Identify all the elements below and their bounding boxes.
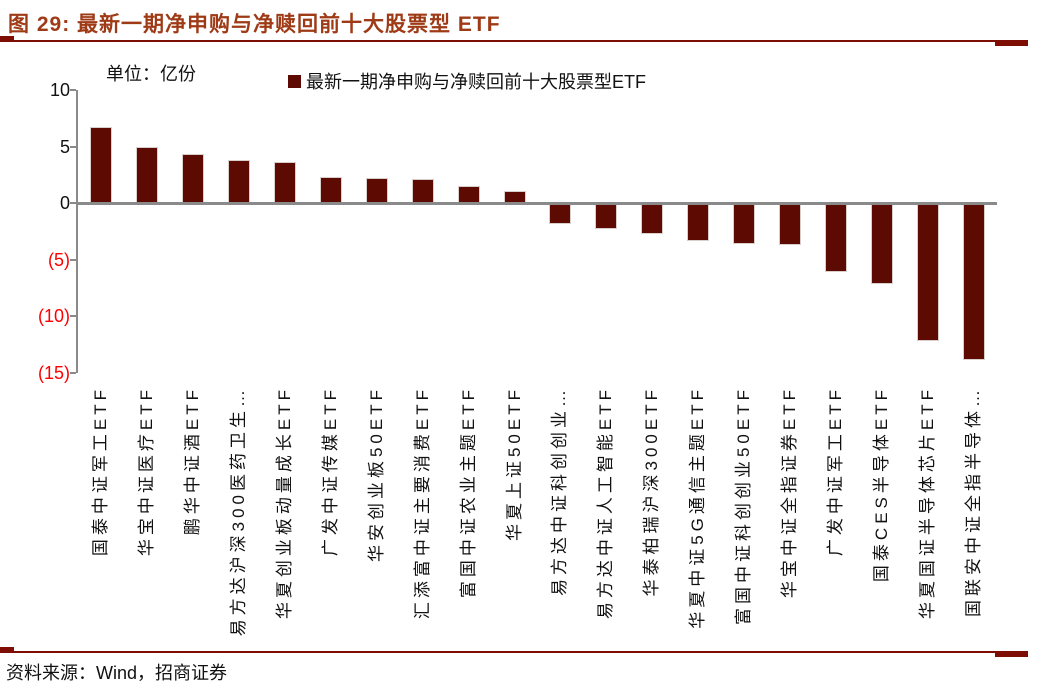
x-axis-label: 广发中证传媒ETF: [320, 386, 340, 557]
bar: [411, 179, 434, 203]
y-tick-mark: [70, 315, 76, 317]
source-note: 资料来源：Wind，招商证券: [6, 663, 228, 683]
y-tick-label: 10: [49, 80, 70, 100]
x-axis-label: 华宝中证医疗ETF: [136, 386, 156, 557]
x-axis-label: 华夏国证半导体芯片ETF: [918, 386, 938, 620]
y-tick-label: (15): [37, 362, 70, 383]
x-axis-label: 汇添富中证主要消费ETF: [412, 386, 432, 620]
x-axis-label: 易方达沪深300医药卫生…: [228, 386, 248, 637]
x-axis-label: 华夏创业板动量成长ETF: [274, 386, 294, 620]
x-axis-label: 华安创业板50ETF: [366, 386, 386, 563]
title-rule: [0, 36, 1028, 46]
bar: [135, 146, 158, 203]
footer-rule-left-accent: [0, 647, 14, 653]
bar: [549, 203, 572, 225]
y-axis-line: [76, 90, 78, 373]
legend-label: 最新一期净申购与净赎回前十大股票型ETF: [306, 72, 646, 92]
bar: [89, 127, 112, 203]
bar: [917, 203, 940, 341]
x-axis-label: 广发中证军工ETF: [826, 386, 846, 557]
bar: [963, 203, 986, 361]
bar: [641, 203, 664, 234]
y-tick-mark: [70, 371, 76, 374]
y-tick-label: 0: [59, 193, 70, 213]
bar: [733, 203, 756, 244]
bar: [687, 203, 710, 242]
bar: [779, 203, 802, 245]
y-tick-mark: [70, 202, 76, 204]
y-tick-label: (5): [48, 249, 70, 270]
y-tick-label: (10): [37, 306, 70, 326]
y-tick-mark: [70, 145, 76, 148]
bar: [273, 162, 296, 203]
x-axis-label: 易方达中证科创创业…: [550, 386, 570, 596]
x-axis-label: 华夏中证5G通信主题ETF: [688, 386, 708, 629]
x-axis-label: 易方达中证人工智能ETF: [596, 386, 616, 620]
bar: [319, 177, 342, 203]
figure-title: 图 29: 最新一期净申购与净赎回前十大股票型 ETF: [8, 13, 501, 36]
bar: [871, 203, 894, 285]
x-axis-label: 华泰柏瑞沪深300ETF: [642, 386, 662, 597]
y-tick-mark: [70, 258, 76, 261]
x-axis-label: 富国中证农业主题ETF: [458, 386, 478, 599]
chart-legend: 最新一期净申购与净赎回前十大股票型ETF: [288, 68, 646, 94]
x-axis-zero-line: [76, 202, 997, 205]
title-rule-left-accent: [0, 36, 14, 42]
footer-rule: [0, 647, 1028, 657]
bar: [457, 186, 480, 203]
x-axis-label: 国泰CES半导体ETF: [872, 386, 892, 583]
footer-rule-right-accent: [995, 653, 1028, 657]
title-rule-right-accent: [995, 42, 1028, 46]
x-axis-label: 国联安中证全指半导体…: [964, 386, 984, 617]
x-axis-label: 富国中证科创创业50ETF: [734, 386, 754, 626]
unit-label: 单位：亿份: [106, 64, 196, 84]
legend-swatch-icon: [288, 74, 301, 88]
x-axis-label: 鹏华中证酒ETF: [182, 386, 202, 536]
bar: [227, 160, 250, 203]
x-axis-label: 华夏上证50ETF: [504, 386, 524, 542]
bar: [825, 203, 848, 272]
bar: [595, 203, 618, 229]
bar: [181, 154, 204, 203]
x-axis-label: 国泰中证军工ETF: [90, 386, 110, 557]
bar: [365, 178, 388, 203]
y-tick-mark: [70, 89, 76, 91]
x-axis-label: 华宝中证全指证券ETF: [780, 386, 800, 599]
y-tick-label: 5: [59, 136, 70, 157]
